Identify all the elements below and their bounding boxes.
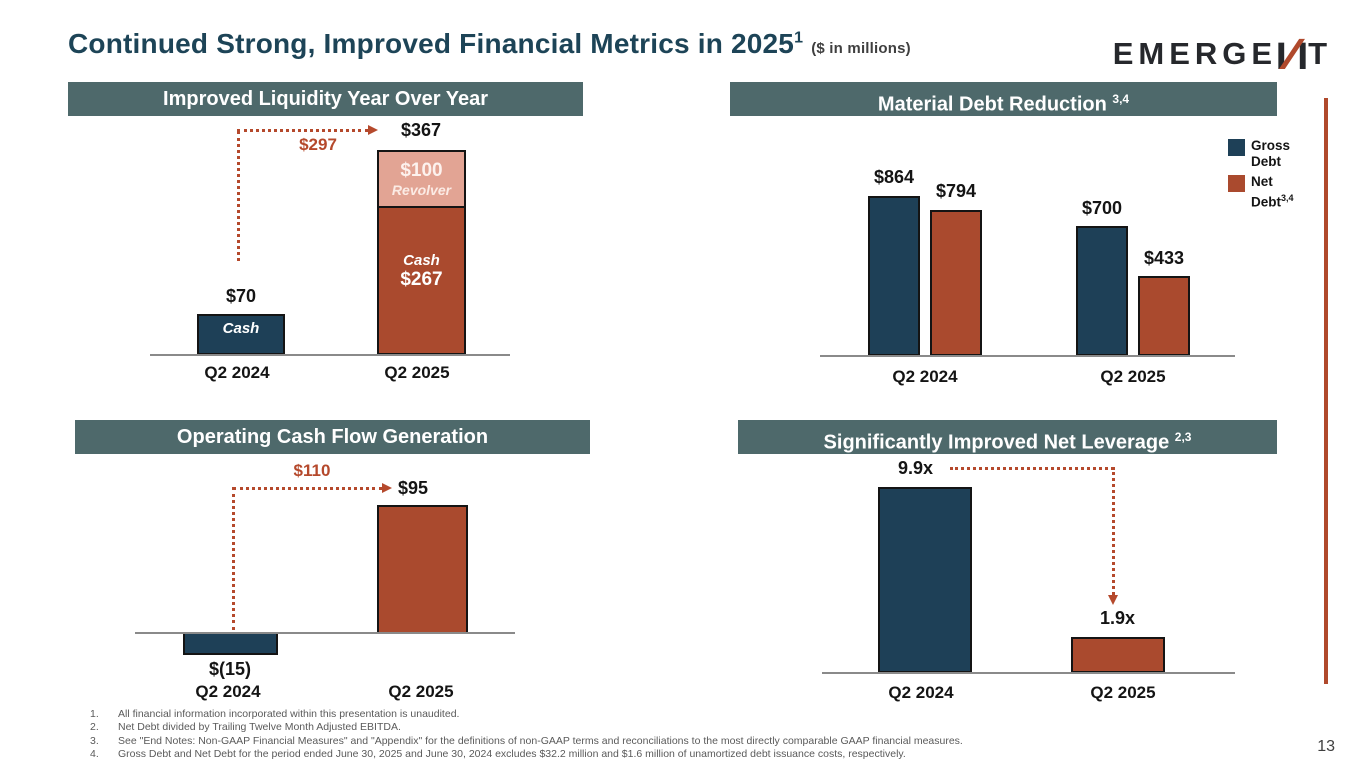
ocf-panel-title: Operating Cash Flow Generation [176,426,489,448]
ocf-cat-2024: Q2 2024 [195,682,261,701]
debt-cat-2024: Q2 2024 [892,367,958,386]
net-2025-value: $433 [1143,248,1185,268]
footnote-1: 1. All financial information incorporate… [90,708,460,720]
revolver-name-label: Revolver [391,182,452,198]
liquidity-total-2024-label: $70 [225,286,257,306]
legend-item-net-debt: Net Debt3,4 [1228,174,1307,211]
debt-panel-header: Material Debt Reduction 3,4 [730,82,1277,116]
gross-2024-value: $864 [873,167,915,187]
cash-2025-name-label: Cash [403,252,440,269]
accent-rule [1324,98,1328,684]
liquidity-arrowhead-icon [368,125,378,135]
footnote-2: 2. Net Debt divided by Trailing Twelve M… [90,721,401,734]
leverage-x-axis [822,672,1235,674]
leverage-2024-value: 9.9x [897,458,934,478]
debt-bar-net-2025 [1138,276,1190,356]
liquidity-total-2025-label: $367 [400,120,442,140]
ocf-cat-2025: Q2 2025 [388,682,454,701]
footnote-3: 3. See "End Notes: Non-GAAP Financial Me… [90,734,963,747]
liquidity-x-axis [150,354,510,356]
debt-cat-2025: Q2 2025 [1100,367,1166,386]
leverage-2025-value: 1.9x [1099,608,1136,628]
revolver-value-label: $100 [400,160,443,181]
gross-debt-label: Gross Debt [1251,138,1291,169]
net-debt-label: Net Debt3,4 [1251,174,1294,210]
units-note: ($ in millions) [811,40,911,57]
net-debt-swatch-icon [1228,175,1245,192]
emergent-logo: EMERGE T [1113,36,1332,72]
leverage-panel-header: Significantly Improved Net Leverage 2,3 [738,420,1277,454]
ocf-arrow-horizontal [233,487,382,490]
debt-panel-title: Material Debt Reduction [877,93,1107,116]
leverage-bar-2025 [1071,637,1165,673]
liquidity-bar-2025-cash: Cash $267 [377,206,466,355]
legend-item-gross-debt: Gross Debt [1228,138,1307,170]
ocf-2024-value: $(15) [208,659,252,679]
ocf-arrow-vertical [232,487,235,630]
footnote-4: 4. Gross Debt and Net Debt for the perio… [90,748,906,761]
ocf-arrowhead-icon [382,483,392,493]
debt-bar-gross-2024 [868,196,920,356]
liquidity-cat-2024: Q2 2024 [204,363,270,382]
debt-bar-gross-2025 [1076,226,1128,356]
liquidity-bar-2024-cash: Cash [197,314,285,355]
leverage-arrow-horizontal [950,467,1114,470]
liquidity-cat-2025: Q2 2025 [384,363,450,382]
leverage-cat-2024: Q2 2024 [888,683,954,702]
debt-panel-title-superscript: 3,4 [1112,92,1130,106]
debt-legend: Gross Debt Net Debt3,4 [1228,138,1307,215]
ocf-bar-2025 [377,505,468,634]
logo-text-right: T [1308,36,1332,71]
liquidity-arrow-vertical [237,131,240,261]
logo-n-mark-icon [1277,37,1308,71]
ocf-2025-value: $95 [398,478,429,498]
ocf-bar-2024-negative [183,632,278,655]
gross-debt-swatch-icon [1228,139,1245,156]
leverage-panel-title: Significantly Improved Net Leverage [823,431,1170,454]
cash-2025-value-label: $267 [400,269,443,290]
footnotes: 1. All financial information incorporate… [90,708,1270,762]
debt-bar-net-2024 [930,210,982,356]
leverage-bar-2024 [878,487,972,673]
liquidity-panel-title: Improved Liquidity Year Over Year [163,88,488,110]
page-number: 13 [1317,738,1335,755]
ocf-delta-label: $110 [293,461,331,480]
liquidity-arrow-horizontal [237,129,368,132]
ocf-x-axis [135,632,515,634]
leverage-panel-title-superscript: 2,3 [1174,430,1192,444]
page-title-text: Continued Strong, Improved Financial Met… [68,28,795,59]
cash-2024-name-label: Cash [222,320,260,337]
liquidity-delta-label: $297 [299,135,337,154]
leverage-arrow-vertical [1112,467,1115,595]
net-2024-value: $794 [935,181,977,201]
ocf-panel-header: Operating Cash Flow Generation [75,420,590,454]
liquidity-panel-header: Improved Liquidity Year Over Year [68,82,583,116]
debt-x-axis [820,355,1235,357]
liquidity-bar-2025-revolver: $100 Revolver [377,150,466,208]
page-title-superscript: 1 [794,29,804,47]
gross-2025-value: $700 [1081,198,1123,218]
page-title: Continued Strong, Improved Financial Met… [68,28,911,60]
leverage-cat-2025: Q2 2025 [1090,683,1156,702]
leverage-arrowhead-icon [1108,595,1118,605]
logo-text-left: EMERGE [1112,36,1278,71]
